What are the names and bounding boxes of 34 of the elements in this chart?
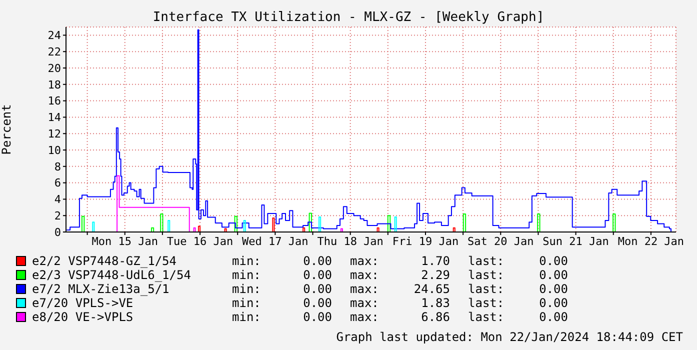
chart-title: Interface TX Utilization - MLX-GZ - [Weekly Graph] (152, 10, 546, 25)
y-tick-label: 12 (48, 128, 61, 141)
text: Graph last updated: Mon 22/Jan/2024 18:44:09 CET (336, 330, 683, 344)
y-tick-label: 20 (48, 62, 61, 75)
x-tick-label: Sun 21 Jan (542, 234, 609, 248)
text: min: 0.00 max: 6.86 last: 0.00 (232, 310, 568, 324)
legend-label: e2/2 VSP7448-GZ_1/54 (32, 254, 178, 268)
y-tick-label: 8 (54, 160, 61, 174)
y-tick-label: 0 (54, 226, 61, 239)
y-tick-label: 4 (54, 193, 62, 206)
x-tick-label: Fri 19 Jan (392, 234, 459, 248)
y-tick-label: 14 (48, 111, 62, 124)
text: min: 0.00 max: 24.65 last: 0.00 (232, 282, 568, 296)
y-tick-label: 2 (54, 210, 61, 223)
legend-label: e7/20 VPLS->VE (32, 296, 134, 310)
text: min: 0.00 max: 1.83 last: 0.00 (232, 296, 568, 310)
y-tick-label: 24 (48, 29, 62, 42)
x-tick-label: Mon 22 Jan (618, 234, 684, 248)
y-tick-label: 16 (48, 94, 61, 108)
y-tick-label: 18 (48, 78, 61, 92)
x-tick-label: Wed 17 Jan (242, 234, 308, 248)
legend-label: e8/20 VE->VPLS (32, 310, 134, 324)
x-tick-label: Sat 20 Jan (468, 234, 534, 248)
x-tick-label: Thu 18 Jan (317, 234, 384, 248)
y-tick-label: 22 (48, 46, 61, 59)
x-tick-label: Mon 15 Jan (92, 234, 158, 248)
y-tick-label: 6 (54, 176, 61, 190)
x-tick-label: Tue 16 Jan (166, 234, 234, 248)
legend-label: e2/3 VSP7448-UdL6_1/54 (32, 268, 192, 282)
y-tick-label: 10 (48, 144, 61, 157)
text: min: 0.00 max: 1.70 last: 0.00 (232, 254, 568, 268)
text: min: 0.00 max: 2.29 last: 0.00 (232, 268, 568, 282)
legend-label: e7/2 MLX-Zie13a_5/1 (32, 282, 170, 296)
y-axis-title: Percent (0, 104, 14, 155)
